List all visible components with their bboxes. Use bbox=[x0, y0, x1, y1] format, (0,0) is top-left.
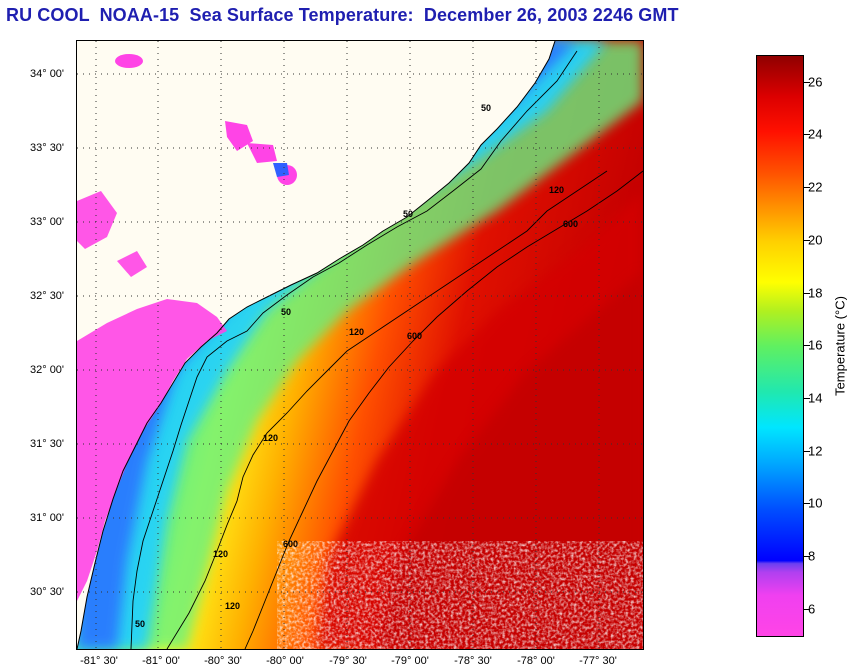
lon-label: -79° 00' bbox=[391, 655, 429, 667]
isobath-label-120: 120 bbox=[263, 433, 278, 443]
colorbar-tick bbox=[804, 503, 810, 504]
cloud-patch-7 bbox=[117, 251, 147, 277]
temperature-colorbar bbox=[756, 55, 804, 637]
colorbar-tick bbox=[804, 451, 810, 452]
colorbar-label: 12 bbox=[808, 443, 823, 459]
colorbar-tick bbox=[804, 187, 810, 188]
colorbar-label: 20 bbox=[808, 232, 823, 248]
chart-title: RU COOL NOAA-15 Sea Surface Temperature:… bbox=[6, 5, 679, 25]
cloud-patch-5 bbox=[115, 54, 143, 68]
lat-label: 33° 30' bbox=[30, 142, 65, 154]
isobath-600 bbox=[244, 170, 643, 649]
colorbar-label: 24 bbox=[808, 126, 823, 142]
lon-label: -81° 30' bbox=[80, 655, 118, 667]
cloud-patch-1 bbox=[225, 121, 253, 151]
isobath-label-600: 600 bbox=[563, 219, 578, 229]
isobath-label-600: 600 bbox=[407, 331, 422, 341]
lat-label: 34° 00' bbox=[30, 68, 65, 80]
colorbar-tick bbox=[804, 345, 810, 346]
colorbar-tick bbox=[804, 609, 810, 610]
isobath-label-50: 50 bbox=[281, 307, 291, 317]
colorbar-tick bbox=[804, 398, 810, 399]
colorbar-label: 10 bbox=[808, 495, 823, 511]
sst-map: 50 50 50 50 120 120 120 120 120 600 600 … bbox=[76, 40, 644, 650]
lat-label: 31° 30' bbox=[30, 438, 65, 450]
lon-label: -80° 30' bbox=[204, 655, 242, 667]
lon-label: -77° 30' bbox=[579, 655, 617, 667]
colorbar-label: 6 bbox=[808, 601, 816, 617]
lon-label: -81° 00' bbox=[142, 655, 180, 667]
colorbar-label: 18 bbox=[808, 285, 823, 301]
isobath-label-50: 50 bbox=[403, 209, 413, 219]
cloud-patch-6 bbox=[77, 191, 117, 249]
isobath-label-50: 50 bbox=[481, 103, 491, 113]
isobath-label-120: 120 bbox=[349, 327, 364, 337]
colorbar-label: 14 bbox=[808, 390, 823, 406]
colorbar-label: 16 bbox=[808, 337, 823, 353]
lat-label: 31° 00' bbox=[30, 512, 65, 524]
isobath-50 bbox=[130, 50, 578, 649]
colorbar-tick bbox=[804, 240, 810, 241]
land bbox=[77, 41, 555, 649]
colorbar-tick bbox=[804, 82, 810, 83]
colorbar-label: 8 bbox=[808, 548, 816, 564]
isobath-label-120: 120 bbox=[225, 601, 240, 611]
lon-label: -79° 30' bbox=[329, 655, 367, 667]
sst-map-canvas: 50 50 50 50 120 120 120 120 120 600 600 … bbox=[77, 41, 643, 649]
colorbar-label: 22 bbox=[808, 179, 823, 195]
lon-label: -78° 00' bbox=[517, 655, 555, 667]
isobath-label-120: 120 bbox=[213, 549, 228, 559]
colorbar-tick bbox=[804, 134, 810, 135]
cloud-patch-4 bbox=[273, 163, 289, 177]
isobath-label-120: 120 bbox=[549, 185, 564, 195]
colorbar-tick bbox=[804, 293, 810, 294]
colorbar-tick bbox=[804, 556, 810, 557]
shelf-green bbox=[77, 41, 643, 649]
graticule bbox=[77, 41, 643, 649]
lat-label: 32° 30' bbox=[30, 290, 65, 302]
lat-label: 32° 00' bbox=[30, 364, 65, 376]
coastal-cloud bbox=[77, 299, 227, 601]
lat-label: 30° 30' bbox=[30, 586, 65, 598]
colorbar-label: 26 bbox=[808, 74, 823, 90]
colorbar-title: Temperature (°C) bbox=[832, 296, 848, 396]
lon-label: -78° 30' bbox=[454, 655, 492, 667]
lat-label: 33° 00' bbox=[30, 216, 65, 228]
isobath-label-50: 50 bbox=[135, 619, 145, 629]
lon-label: -80° 00' bbox=[266, 655, 304, 667]
isobath-120 bbox=[166, 170, 608, 649]
cloud-speckle bbox=[277, 541, 643, 649]
isobath-label-600: 600 bbox=[283, 539, 298, 549]
